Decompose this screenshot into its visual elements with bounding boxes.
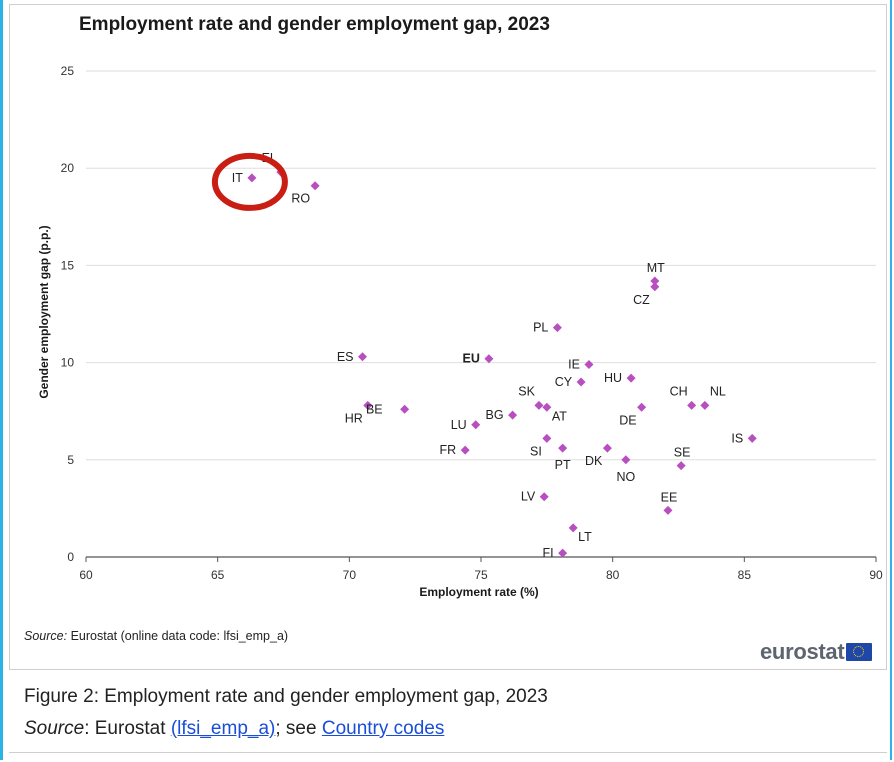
point-dk [602, 443, 612, 453]
x-axis-ticks: 60 65 70 75 80 85 90 [79, 557, 883, 582]
y-tick-label: 10 [61, 356, 75, 370]
point-label-mt: MT [647, 261, 665, 275]
point-no [621, 455, 631, 465]
y-axis-ticks: 0 5 10 15 20 25 [61, 64, 75, 564]
x-tick-label: 85 [738, 568, 752, 582]
point-label-pt: PT [555, 458, 571, 472]
x-tick-label: 90 [869, 568, 883, 582]
figure-caption: Figure 2: Employment rate and gender emp… [24, 686, 548, 707]
caption-source: Source: Eurostat (lfsi_emp_a); see Count… [24, 718, 444, 740]
point-label-lu: LU [451, 418, 467, 432]
point-si [542, 433, 552, 443]
point-se [676, 461, 686, 471]
point-de [637, 402, 647, 412]
point-mt [650, 276, 660, 286]
point-label-hu: HU [604, 371, 622, 385]
y-axis-label: Gender employment gap (p.p.) [37, 225, 51, 398]
point-ch [687, 400, 697, 410]
y-tick-label: 15 [61, 258, 75, 272]
point-ro [310, 181, 320, 191]
country-codes-link[interactable]: Country codes [321, 718, 445, 739]
point-label-eu: EU [463, 352, 480, 366]
point-label-lt: LT [578, 530, 592, 544]
scatter-plot: 0 5 10 15 20 25 60 65 70 75 80 85 90 Employment rat… [37, 64, 883, 599]
x-tick-label: 75 [474, 568, 488, 582]
point-label-nl: NL [710, 384, 726, 398]
point-cy [576, 377, 586, 387]
y-tick-label: 5 [67, 453, 74, 467]
point-ee [663, 505, 673, 515]
bottom-divider [9, 752, 887, 753]
point-label-no: NO [616, 470, 635, 484]
highlight-circle [211, 152, 288, 211]
point-label-is: IS [731, 431, 743, 445]
point-lv [539, 492, 549, 502]
y-tick-label: 0 [67, 550, 74, 564]
point-label-ie: IE [568, 358, 580, 372]
point-label-cz: CZ [633, 293, 650, 307]
chart-panel [9, 4, 887, 670]
caption-source-text: : Eurostat [84, 718, 171, 739]
dataset-link[interactable]: (lfsi_emp_a) [170, 718, 276, 739]
point-ie [584, 360, 594, 370]
source-note-text: Eurostat (online data code: lfsi_emp_a) [67, 629, 289, 643]
x-tick-label: 80 [606, 568, 620, 582]
point-label-es: ES [337, 350, 354, 364]
point-label-it: IT [232, 171, 243, 185]
x-tick-label: 65 [211, 568, 225, 582]
y-tick-label: 25 [61, 64, 75, 78]
gridlines [86, 70, 876, 558]
point-fi [558, 548, 568, 558]
point-label-se: SE [674, 446, 691, 460]
point-es [358, 352, 367, 362]
point-label-hr: HR [345, 411, 363, 425]
point-label-fr: FR [440, 443, 457, 457]
x-tick-label: 60 [79, 568, 93, 582]
source-note-prefix: Source: [24, 629, 68, 643]
caption-see-text: ; see [275, 718, 322, 739]
point-lt [568, 523, 578, 533]
point-bg [508, 410, 518, 420]
point-lu [471, 420, 481, 430]
point-label-dk: DK [585, 454, 603, 468]
point-label-at: AT [552, 409, 567, 423]
point-label-pl: PL [533, 321, 548, 335]
point-eu [484, 354, 494, 364]
x-tick-label: 70 [343, 568, 357, 582]
y-tick-label: 20 [61, 161, 75, 175]
point-label-ch: CH [670, 384, 688, 398]
chart-title: Employment rate and gender employment ga… [79, 14, 550, 35]
point-label-fi: FI [543, 546, 554, 560]
point-hu [626, 373, 636, 383]
point-cz [650, 282, 660, 292]
point-label-ro: RO [291, 192, 310, 206]
point-label-sk: SK [518, 384, 535, 398]
logo-text: eurostat [760, 639, 845, 664]
caption-source-prefix: Source [24, 718, 85, 739]
point-label-lv: LV [521, 490, 536, 504]
point-be [400, 404, 410, 414]
point-at [542, 402, 552, 412]
point-label-ee: EE [661, 490, 678, 504]
eu-flag-icon [846, 643, 873, 661]
point-hr [363, 400, 373, 410]
point-fr [460, 445, 470, 455]
point-pt [558, 443, 568, 453]
point-label-bg: BG [486, 408, 504, 422]
point-label-be: BE [366, 402, 383, 416]
point-it [247, 173, 257, 183]
point-pl [552, 323, 562, 333]
source-note: Source: Eurostat (online data code: lfsi… [24, 629, 288, 643]
point-is [747, 433, 757, 443]
x-axis-label: Employment rate (%) [419, 585, 538, 599]
point-label-si: SI [530, 444, 542, 458]
eurostat-logo: eurostat [760, 639, 873, 665]
point-sk [534, 400, 544, 410]
point-nl [700, 400, 710, 410]
point-label-de: DE [619, 413, 636, 427]
point-label-cy: CY [555, 375, 573, 389]
